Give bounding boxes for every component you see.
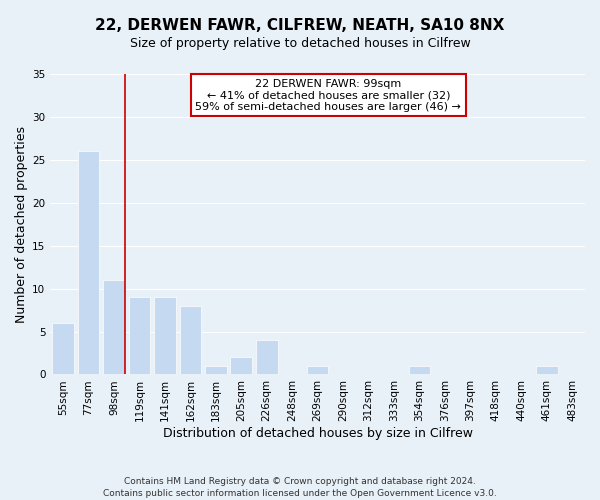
Bar: [409, 366, 430, 374]
Bar: [230, 358, 252, 374]
Bar: [179, 306, 201, 374]
Bar: [256, 340, 278, 374]
Bar: [307, 366, 328, 374]
Bar: [128, 297, 150, 374]
Bar: [154, 297, 176, 374]
Text: Contains public sector information licensed under the Open Government Licence v3: Contains public sector information licen…: [103, 489, 497, 498]
Text: Size of property relative to detached houses in Cilfrew: Size of property relative to detached ho…: [130, 38, 470, 51]
Text: Contains HM Land Registry data © Crown copyright and database right 2024.: Contains HM Land Registry data © Crown c…: [124, 478, 476, 486]
Y-axis label: Number of detached properties: Number of detached properties: [15, 126, 28, 322]
Bar: [52, 323, 74, 374]
Text: 22 DERWEN FAWR: 99sqm
← 41% of detached houses are smaller (32)
59% of semi-deta: 22 DERWEN FAWR: 99sqm ← 41% of detached …: [196, 78, 461, 112]
X-axis label: Distribution of detached houses by size in Cilfrew: Distribution of detached houses by size …: [163, 427, 473, 440]
Bar: [205, 366, 227, 374]
Bar: [103, 280, 125, 374]
Bar: [536, 366, 557, 374]
Bar: [77, 152, 99, 374]
Text: 22, DERWEN FAWR, CILFREW, NEATH, SA10 8NX: 22, DERWEN FAWR, CILFREW, NEATH, SA10 8N…: [95, 18, 505, 32]
